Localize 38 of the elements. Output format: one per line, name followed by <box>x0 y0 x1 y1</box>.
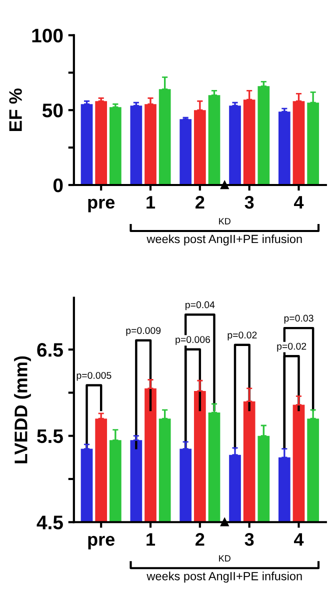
annotation: p=0.005 <box>76 372 112 381</box>
bar <box>80 104 93 185</box>
x-tick-label: 2 <box>196 196 204 208</box>
x-tick-label: 4 <box>294 533 304 546</box>
bar <box>278 112 290 185</box>
x-tick-label: 1 <box>146 533 156 546</box>
y-tick-label: 0 <box>53 178 63 192</box>
x-tick-label: 1 <box>146 196 156 208</box>
x-axis-title: weeks post AngII+PE infusion <box>146 234 302 246</box>
annotation: p=0.009 <box>126 327 161 336</box>
bar <box>229 106 241 185</box>
y-axis-title: EF % <box>9 88 22 131</box>
y-tick-label: 4.5 <box>36 516 63 530</box>
x-tick-label: pre <box>88 536 115 550</box>
bar <box>109 107 122 185</box>
bar <box>130 106 142 185</box>
text: KD <box>219 218 230 224</box>
bar <box>180 119 192 185</box>
x-tick-label: 4 <box>294 196 304 208</box>
x-tick-label: 2 <box>196 533 204 546</box>
y-tick-label: 100 <box>32 28 63 42</box>
text: KD <box>219 555 230 562</box>
annotation: p=0.02 <box>277 342 306 352</box>
annotation: p=0.02 <box>228 332 257 340</box>
x-tick-label: 3 <box>244 196 254 209</box>
annotation: p=0.006 <box>176 336 210 345</box>
x-tick-label: 3 <box>244 533 254 546</box>
x-tick-label: pre <box>88 198 115 212</box>
annotation: p=0.03 <box>284 314 314 324</box>
x-axis-title: weeks post AngII+PE infusion <box>146 572 302 583</box>
y-tick-label: 5.5 <box>37 430 63 444</box>
y-tick-label: 6.5 <box>37 343 63 357</box>
y-tick-label: 50 <box>42 104 63 118</box>
y-axis-title: LVEDD (mm) <box>14 356 31 464</box>
bar <box>95 101 108 185</box>
bar <box>258 86 270 185</box>
bar <box>208 95 220 185</box>
annotation: p=0.04 <box>186 301 215 310</box>
